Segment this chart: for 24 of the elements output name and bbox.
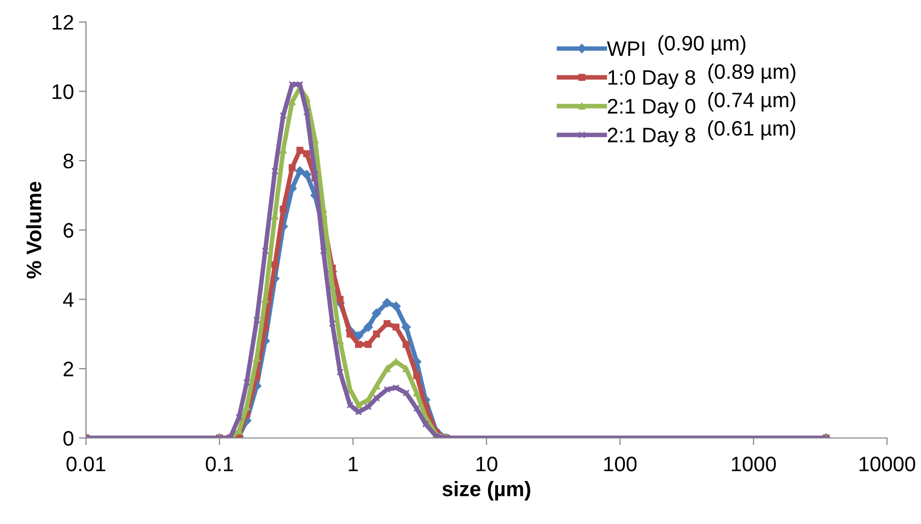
x-tick-label: 100 bbox=[604, 456, 637, 472]
x-tick-label: 1 bbox=[348, 456, 358, 472]
x-tick-label: 10 bbox=[476, 456, 498, 472]
y-tick-label: 8 bbox=[64, 154, 74, 168]
y-tick-label: 6 bbox=[64, 223, 74, 238]
y-tick-label: 4 bbox=[63, 292, 74, 307]
legend-label: 2:1 Day 8 bbox=[608, 128, 696, 147]
y-axis-title: % Volume bbox=[26, 182, 42, 278]
x-tick-label: 0.01 bbox=[66, 456, 106, 472]
annotation: (0.89 µm) bbox=[708, 64, 796, 84]
annotation: (0.61 µm) bbox=[708, 120, 796, 140]
legend-label: WPI bbox=[606, 42, 644, 56]
annotation: (0.90 µm) bbox=[658, 35, 746, 55]
y-tick-label: 2 bbox=[64, 362, 74, 376]
x-tick-label: 1000 bbox=[732, 456, 776, 472]
legend-label: 1:0 Day 8 bbox=[608, 70, 696, 89]
legend-label: 2:1 Day 0 bbox=[608, 98, 696, 118]
x-axis-title: size (µm) bbox=[442, 481, 530, 500]
annotation: (0.74 µm) bbox=[708, 92, 796, 112]
x-tick-label: 10000 bbox=[860, 456, 916, 472]
y-tick-label: 0 bbox=[63, 431, 74, 446]
y-tick-label: 10 bbox=[52, 84, 74, 100]
y-tick-label: 12 bbox=[52, 15, 74, 30]
x-tick-label: 0.1 bbox=[206, 456, 233, 472]
